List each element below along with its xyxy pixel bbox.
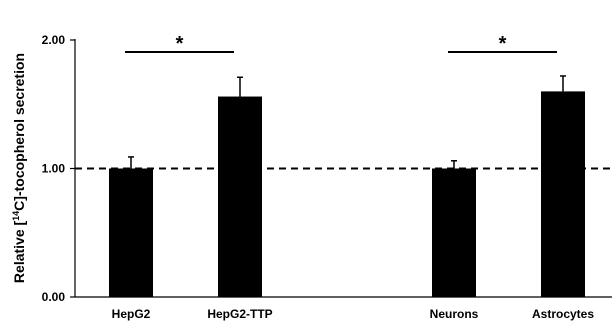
y-tick-label: 0.00 xyxy=(42,290,66,304)
bar xyxy=(432,168,476,297)
y-tick-label: 1.00 xyxy=(42,162,66,176)
significance-star: * xyxy=(176,33,184,55)
x-tick-label: Neurons xyxy=(430,307,479,321)
bar xyxy=(541,91,585,298)
bar xyxy=(218,96,262,297)
x-tick-label: Astrocytes xyxy=(532,307,594,321)
x-tick-label: HepG2 xyxy=(112,307,151,321)
significance-star: * xyxy=(499,33,507,55)
x-tick-label: HepG2-TTP xyxy=(207,307,272,321)
bar xyxy=(109,168,153,297)
y-axis-label: Relative [14C]-tocopherol secretion xyxy=(11,53,27,283)
plot-area: 0.00 1.00 2.00 HepG2 HepG2-TTP Neurons Astrocy… xyxy=(42,33,612,321)
y-tick-label: 2.00 xyxy=(42,33,66,47)
